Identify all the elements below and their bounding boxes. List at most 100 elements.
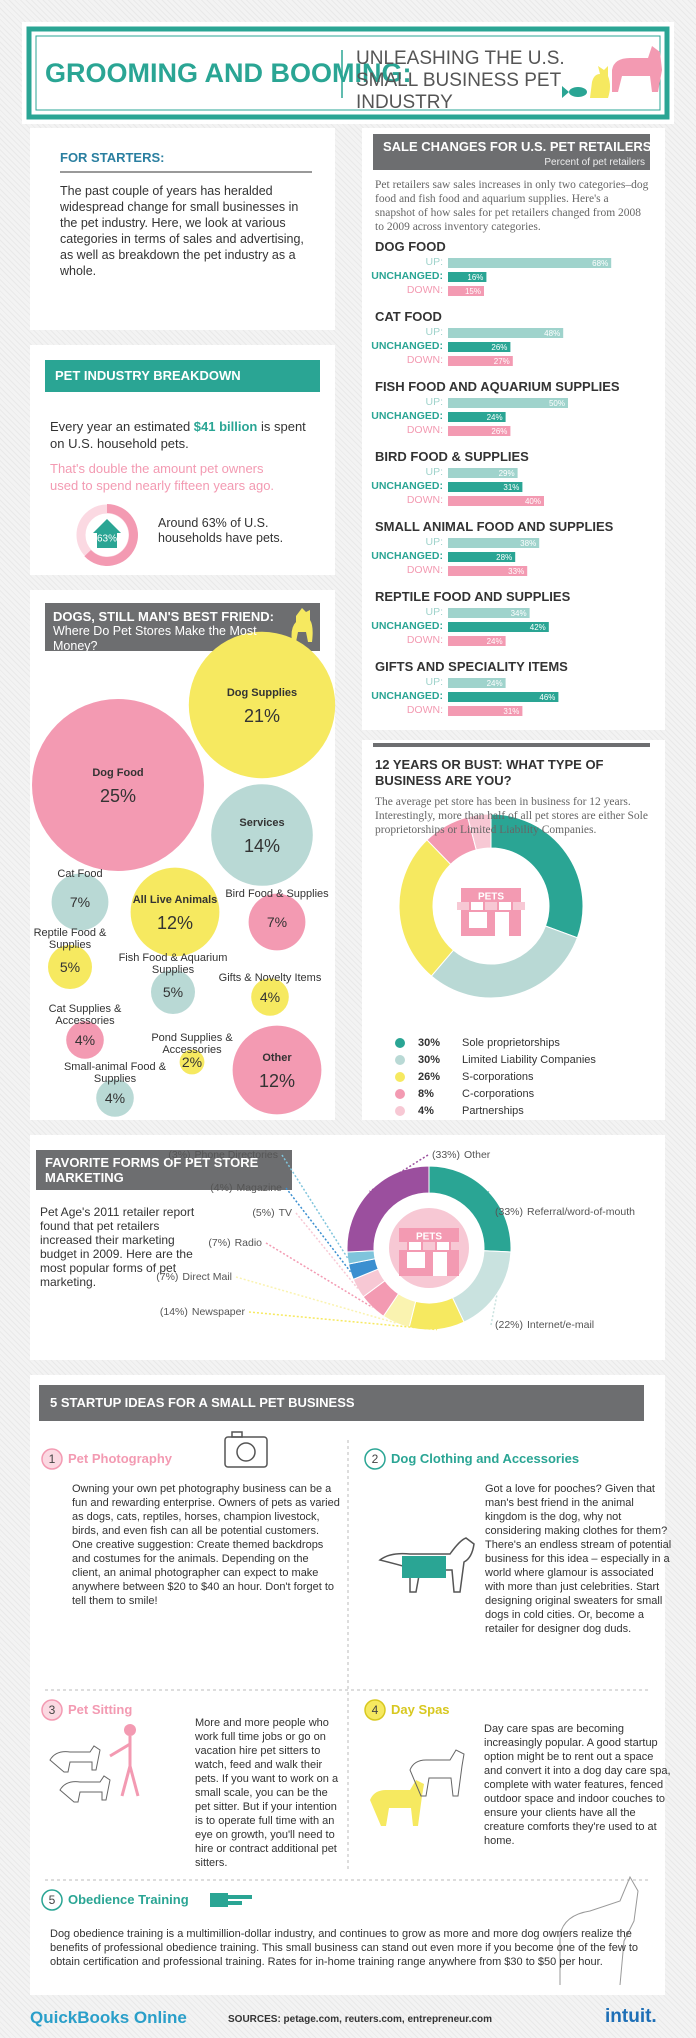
- marketing-label: (7%) Radio: [82, 1236, 262, 1251]
- starters-heading: FOR STARTERS:: [60, 150, 165, 165]
- sale-bar-label: 48%: [544, 329, 560, 338]
- segment-name: TV: [278, 1207, 292, 1219]
- households-label: 63%: [97, 534, 117, 545]
- bubble-name: Reptile Food & Supplies: [33, 927, 107, 951]
- sweater-dog: [378, 1537, 475, 1593]
- bubble-value: 7%: [266, 914, 288, 930]
- store-awning: [499, 902, 511, 910]
- marketing-label: (4%) Magazine: [102, 1181, 282, 1196]
- sale-bar: [448, 412, 506, 422]
- leader-line: [248, 1311, 438, 1331]
- sale-bar-label: 29%: [499, 469, 515, 478]
- store-awning: [437, 1242, 449, 1250]
- store-awning: [471, 902, 483, 910]
- donut-segment: [398, 839, 455, 977]
- idea-number-badge: [41, 1889, 63, 1911]
- sale-bar-label: 40%: [525, 497, 541, 506]
- dog-icon: [291, 608, 313, 642]
- row-label: UNCHANGED:: [371, 690, 443, 702]
- footer-brand: QuickBooks Online: [30, 2008, 187, 2027]
- sale-bar-label: 31%: [503, 707, 519, 716]
- sale-bar: [448, 636, 506, 646]
- sale-bar-label: 50%: [549, 399, 565, 408]
- store-door: [495, 912, 509, 936]
- sale-category: DOG FOOD: [375, 239, 446, 254]
- segment-value: (33%): [495, 1206, 524, 1218]
- segment-value: (5%): [252, 1207, 275, 1219]
- idea-text: Day care spas are becoming increasingly …: [484, 1723, 671, 1847]
- idea-number-badge: [41, 1699, 63, 1721]
- idea-title: Pet Sitting: [68, 1702, 133, 1717]
- marketing-label: (33%) Referral/word-of-mouth: [495, 1205, 675, 1220]
- bubble: [96, 1079, 134, 1117]
- header-panel: [22, 22, 674, 124]
- idea-title: Pet Photography: [68, 1451, 173, 1466]
- row-label: DOWN:: [406, 354, 443, 366]
- sale-category: GIFTS AND SPECIALITY ITEMS: [375, 659, 568, 674]
- pet-sitter: [49, 1724, 140, 1803]
- leader-line: [281, 1154, 349, 1259]
- legend-dot: [395, 1106, 405, 1116]
- idea-text: Owning your own pet photography business…: [72, 1483, 340, 1607]
- sale-category: SMALL ANIMAL FOOD AND SUPPLIES: [375, 519, 614, 534]
- bubble-name: Gifts & Novelty Items: [218, 972, 322, 985]
- idea-text: Dog obedience training is a multimillion…: [50, 1928, 639, 1968]
- sale-bar: [448, 328, 564, 338]
- bubble-name: Cat Food: [57, 867, 103, 880]
- legend-name: Limited Liability Companies: [462, 1054, 596, 1066]
- sale-bar: [448, 356, 513, 366]
- donut-segment: [430, 925, 578, 999]
- sale-bar-label: 24%: [487, 413, 503, 422]
- sale-bar-label: 38%: [520, 539, 536, 548]
- idea-number: 1: [49, 1452, 56, 1466]
- idea-title: Obedience Training: [68, 1892, 189, 1907]
- idea-number: 3: [49, 1703, 56, 1717]
- segment-name: Internet/e-mail: [527, 1319, 595, 1331]
- segment-value: (14%): [159, 1306, 188, 1318]
- bubble-value: 2%: [181, 1054, 203, 1070]
- bubble-value: 12%: [156, 913, 194, 933]
- bubble-value: 25%: [99, 786, 137, 806]
- sale-bar: [448, 538, 540, 548]
- bubble-value: 5%: [162, 984, 184, 1000]
- starters-panel: [30, 128, 335, 330]
- row-label: UP:: [425, 606, 443, 618]
- breakdown-history: That's double the amount pet owners used…: [50, 461, 275, 493]
- ideas-title: 5 STARTUP IDEAS FOR A SMALL PET BUSINESS: [50, 1395, 355, 1410]
- sale-bar: [448, 692, 559, 702]
- segment-name: Referral/word-of-mouth: [527, 1206, 635, 1218]
- leader-line: [490, 1293, 498, 1326]
- store-label: PETS: [478, 892, 504, 903]
- dogs-heading: DOGS, STILL MAN'S BEST FRIEND:: [53, 609, 274, 624]
- donut-segment: [346, 1165, 430, 1253]
- text: is spent on U.S. household pets.: [50, 419, 306, 451]
- sale-category: BIRD FOOD & SUPPLIES: [375, 449, 529, 464]
- sale-bar: [448, 608, 530, 618]
- sale-category: FISH FOOD AND AQUARIUM SUPPLIES: [375, 379, 620, 394]
- store-awning: [451, 1242, 463, 1250]
- idea-text: More and more people who work full time …: [195, 1717, 339, 1869]
- segment-name: Radio: [234, 1237, 262, 1249]
- camera-icon: [224, 1431, 268, 1468]
- bubble: [51, 873, 109, 931]
- header-subtitle: UNLEASHING THE U.S. SMALL BUSINESS PET I…: [356, 48, 565, 113]
- header-pets: [562, 46, 662, 98]
- segment-name: Magazine: [236, 1182, 282, 1194]
- row-label: UP:: [425, 676, 443, 688]
- sale-bar-label: 16%: [467, 273, 483, 282]
- marketing-label: (22%) Internet/e-mail: [495, 1318, 675, 1333]
- store-awning: [409, 1242, 421, 1250]
- bubble: [66, 1021, 104, 1059]
- bubble-value: 7%: [69, 894, 91, 910]
- idea-number-badge: [41, 1448, 63, 1470]
- idea-title: Dog Clothing and Accessories: [391, 1451, 580, 1466]
- sale-bar: [448, 272, 487, 282]
- footer-sources: SOURCES: petage.com, reuters.com, entrep…: [228, 2014, 492, 2025]
- row-label: DOWN:: [406, 424, 443, 436]
- bubble: [232, 1025, 322, 1115]
- day-spa-dogs: [370, 1749, 465, 1826]
- store-label: PETS: [416, 1232, 442, 1243]
- row-label: UP:: [425, 396, 443, 408]
- breakdown-heading-bar: [45, 360, 320, 392]
